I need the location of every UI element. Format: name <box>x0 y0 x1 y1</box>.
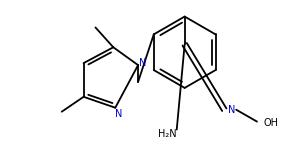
Text: N: N <box>228 105 235 115</box>
Text: N: N <box>115 109 122 119</box>
Text: OH: OH <box>263 118 278 128</box>
Text: H₂N: H₂N <box>158 130 176 140</box>
Text: N: N <box>139 58 147 68</box>
